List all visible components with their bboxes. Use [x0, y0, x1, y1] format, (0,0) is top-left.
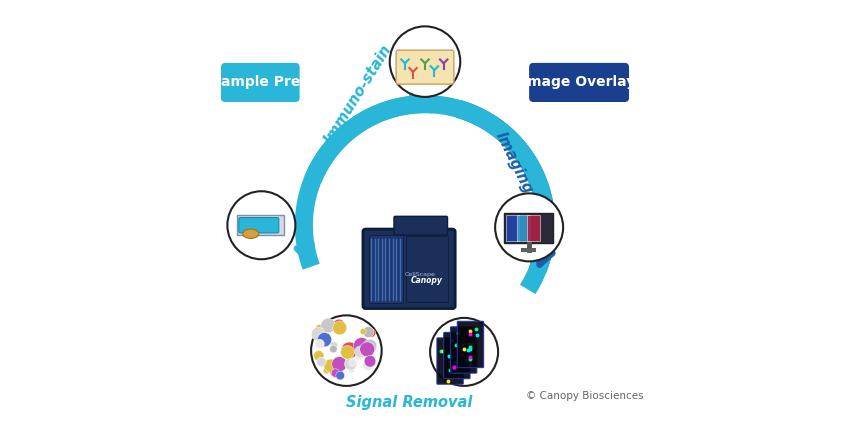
Circle shape	[363, 360, 373, 371]
Circle shape	[331, 342, 337, 349]
Circle shape	[324, 359, 337, 373]
Circle shape	[314, 351, 324, 361]
Circle shape	[367, 329, 376, 337]
FancyBboxPatch shape	[363, 229, 455, 309]
Bar	[517, 215, 530, 241]
FancyBboxPatch shape	[394, 216, 447, 235]
FancyBboxPatch shape	[221, 63, 299, 102]
Circle shape	[332, 357, 347, 371]
Circle shape	[311, 327, 325, 341]
Text: Canopy: Canopy	[411, 276, 443, 285]
Circle shape	[363, 339, 377, 353]
FancyBboxPatch shape	[396, 50, 454, 84]
Circle shape	[317, 332, 332, 347]
FancyBboxPatch shape	[529, 63, 629, 102]
FancyBboxPatch shape	[450, 327, 477, 373]
Circle shape	[344, 358, 357, 370]
Text: © Canopy Biosciences: © Canopy Biosciences	[525, 391, 643, 401]
Text: Image Overlay: Image Overlay	[523, 76, 636, 89]
Circle shape	[363, 327, 374, 337]
Circle shape	[360, 342, 375, 357]
Text: CellScape: CellScape	[405, 272, 435, 277]
Circle shape	[430, 318, 498, 386]
FancyBboxPatch shape	[444, 332, 470, 379]
Circle shape	[320, 318, 336, 333]
Bar	[369, 235, 403, 303]
Bar	[521, 248, 536, 252]
Circle shape	[355, 351, 364, 360]
Circle shape	[330, 365, 343, 378]
Text: Immuno-stain: Immuno-stain	[321, 42, 394, 147]
Circle shape	[341, 346, 354, 359]
Circle shape	[333, 319, 344, 330]
Ellipse shape	[243, 229, 258, 238]
Circle shape	[365, 343, 375, 353]
Circle shape	[317, 357, 326, 367]
Bar	[527, 215, 540, 241]
FancyBboxPatch shape	[437, 338, 463, 384]
Circle shape	[323, 367, 330, 374]
FancyBboxPatch shape	[239, 218, 279, 233]
Text: Imaging: Imaging	[493, 129, 536, 196]
Circle shape	[495, 193, 563, 261]
Circle shape	[354, 337, 370, 354]
Text: Sample Prep: Sample Prep	[211, 76, 310, 89]
Circle shape	[332, 320, 346, 334]
Circle shape	[348, 359, 356, 366]
Circle shape	[330, 346, 337, 353]
Circle shape	[336, 371, 344, 380]
FancyBboxPatch shape	[457, 321, 484, 368]
Circle shape	[354, 346, 366, 358]
Circle shape	[315, 324, 324, 333]
Bar	[406, 236, 449, 302]
Circle shape	[389, 26, 460, 97]
Circle shape	[332, 321, 347, 335]
Circle shape	[332, 369, 340, 377]
Circle shape	[227, 191, 296, 259]
Circle shape	[349, 342, 355, 348]
Polygon shape	[237, 215, 284, 235]
Circle shape	[348, 366, 354, 373]
Circle shape	[314, 339, 325, 348]
Bar	[506, 215, 518, 241]
Text: Signal Removal: Signal Removal	[346, 395, 473, 411]
Circle shape	[360, 329, 366, 334]
Circle shape	[341, 342, 358, 359]
Circle shape	[311, 315, 382, 386]
Circle shape	[364, 355, 376, 367]
Bar	[504, 212, 552, 243]
